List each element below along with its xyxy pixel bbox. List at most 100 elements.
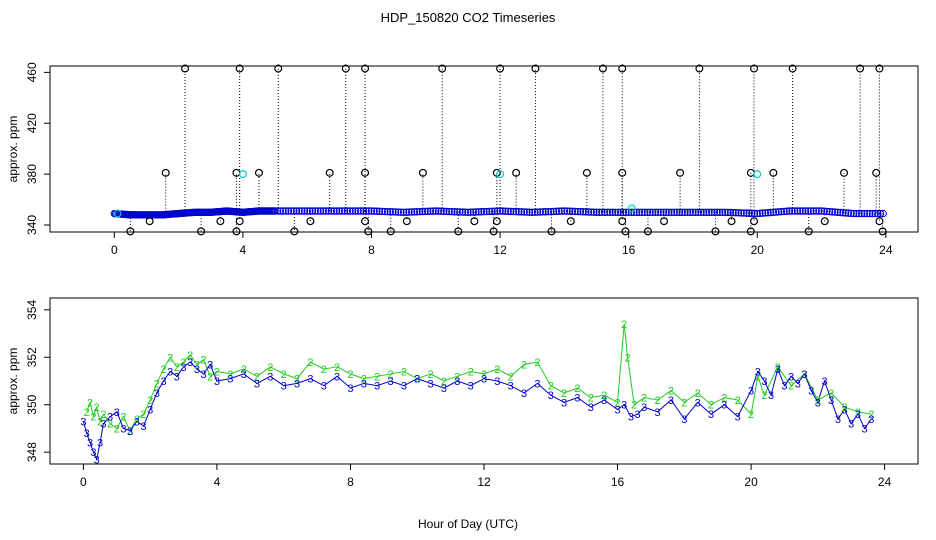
top-outlier-low	[750, 217, 759, 226]
top-baseline-point	[292, 207, 301, 215]
bottom-series-2-point: 2	[207, 371, 213, 383]
top-baseline-point	[836, 208, 845, 217]
bottom-series-2-point: 2	[321, 364, 327, 376]
top-baseline-point	[335, 207, 344, 215]
bottom-series-3-point: 3	[641, 402, 647, 414]
top-baseline-point	[876, 209, 885, 218]
top-outlier-low	[660, 217, 669, 226]
bottom-series-3-point: 3	[621, 400, 627, 412]
bottom-x-tick-label: 8	[347, 475, 354, 489]
top-baseline-point	[766, 208, 775, 217]
top-outlier-low	[145, 217, 154, 226]
top-outlier-high	[235, 64, 244, 73]
top-outlier-mid	[254, 168, 263, 177]
top-outlier-low	[804, 227, 813, 236]
top-baseline-point	[673, 208, 681, 216]
top-baseline-point	[863, 209, 871, 218]
top-outlier-low	[197, 227, 206, 236]
top-baseline-point	[274, 207, 282, 215]
top-outlier-high	[274, 64, 283, 73]
bottom-series-3-point: 3	[548, 390, 554, 402]
top-baseline-point	[740, 209, 748, 217]
bottom-series-2-point: 2	[775, 362, 781, 374]
bottom-series-2-point: 2	[681, 397, 687, 409]
top-baseline-point	[316, 207, 325, 215]
top-baseline-point	[493, 207, 502, 215]
top-y-tick-label: 420	[25, 113, 39, 133]
bottom-series-3-point: 3	[821, 376, 827, 388]
bottom-series-3-line	[82, 361, 872, 461]
top-baseline-point	[785, 207, 794, 215]
bottom-y-tick-label: 354	[25, 300, 39, 320]
top-baseline-point	[407, 208, 416, 216]
bottom-series-3-point: 3	[735, 412, 741, 424]
top-baseline-point	[442, 207, 451, 216]
top-baseline-point	[820, 207, 828, 215]
bottom-series-2-point: 2	[574, 383, 580, 395]
bottom-series-3-point: 3	[127, 426, 133, 438]
top-baseline-point	[665, 208, 673, 216]
top-outlier-low	[235, 217, 244, 226]
top-baseline-point	[391, 208, 400, 216]
top-baseline-point	[327, 207, 335, 215]
top-baseline-point	[351, 207, 360, 215]
top-baseline-point	[831, 208, 839, 216]
top-baseline-point	[756, 209, 764, 218]
top-baseline-point	[737, 209, 745, 217]
bottom-series-3-point: 3	[868, 414, 874, 426]
top-baseline-point	[764, 209, 772, 217]
top-baseline-point	[394, 208, 402, 216]
top-x-tick-label: 12	[493, 243, 507, 257]
bottom-series-2-point: 2	[708, 400, 714, 412]
top-baseline-point	[456, 208, 464, 216]
bottom-series-3-point: 3	[174, 371, 180, 383]
bottom-series-2-point: 2	[401, 367, 407, 379]
top-baseline-point	[549, 207, 558, 216]
top-baseline-point	[491, 207, 499, 215]
bottom-series-2-point: 2	[187, 350, 193, 362]
bottom-series-2-point: 2	[721, 393, 727, 405]
top-baseline-point	[815, 207, 823, 215]
top-outlier-mid	[325, 168, 334, 177]
top-baseline-point	[689, 208, 697, 216]
top-baseline-point	[295, 207, 303, 215]
top-outlier-high	[875, 64, 884, 73]
top-baseline-point	[858, 209, 866, 218]
top-outlier-high	[618, 64, 627, 73]
top-baseline-point	[796, 207, 804, 215]
bottom-series-3-point: 3	[788, 371, 794, 383]
top-baseline-point	[343, 207, 352, 215]
top-outlier-low	[364, 227, 373, 236]
bottom-x-tick-label: 0	[80, 475, 87, 489]
top-baseline-point	[603, 208, 611, 216]
top-baseline-point	[839, 209, 847, 217]
bottom-series-3-point: 3	[655, 407, 661, 419]
top-baseline-point	[678, 208, 686, 216]
top-outlier-high	[438, 64, 447, 73]
bottom-series-3-point: 3	[708, 409, 714, 421]
top-outlier-low	[547, 227, 556, 236]
bottom-series-3-point: 3	[294, 378, 300, 390]
top-baseline-point	[699, 208, 708, 216]
top-baseline-point	[750, 209, 759, 218]
bottom-series-3-point: 3	[361, 378, 367, 390]
bottom-series-3-point: 3	[254, 378, 260, 390]
top-baseline-point	[466, 208, 475, 216]
top-baseline-point	[499, 207, 507, 215]
top-baseline-point	[271, 207, 279, 215]
bottom-series-3-point: 3	[194, 364, 200, 376]
top-baseline-point	[362, 207, 370, 215]
top-baseline-point	[592, 208, 601, 216]
top-baseline-point	[469, 208, 477, 216]
top-baseline-point	[314, 207, 322, 215]
top-baseline-point	[383, 207, 392, 216]
top-baseline-point	[424, 207, 432, 216]
bottom-series-2-point: 2	[241, 364, 247, 376]
top-outlier-mid	[769, 168, 778, 177]
top-baseline-point	[635, 208, 644, 216]
bottom-series-2-point: 2	[94, 402, 100, 414]
top-baseline-point	[381, 207, 389, 216]
top-baseline-point	[504, 207, 512, 216]
bottom-series-2-point: 2	[481, 369, 487, 381]
bottom-series-2-point: 2	[127, 426, 133, 438]
